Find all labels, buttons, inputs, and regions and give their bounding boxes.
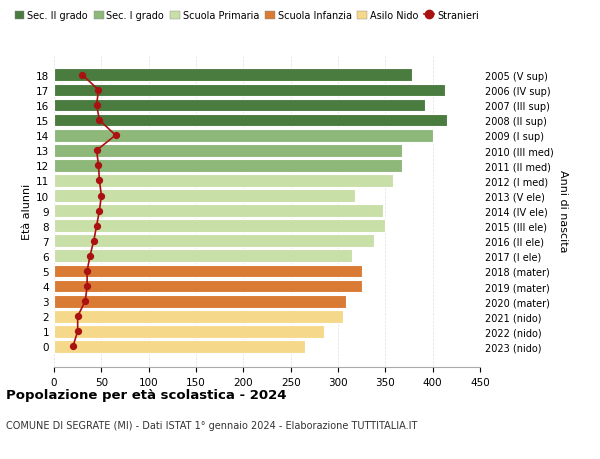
Point [85, 252, 95, 260]
Point [94, 162, 103, 170]
Bar [54, 84, 445, 97]
Point [73, 328, 82, 335]
Point [94, 87, 103, 95]
Point [92, 102, 101, 109]
Point [97, 192, 106, 200]
Point [80, 298, 90, 305]
Point [82, 283, 92, 290]
Bar [54, 174, 393, 187]
Bar [54, 220, 385, 233]
Bar [54, 129, 433, 142]
Bar [54, 265, 362, 278]
Text: Popolazione per età scolastica - 2024: Popolazione per età scolastica - 2024 [6, 388, 287, 401]
Legend: Sec. II grado, Sec. I grado, Scuola Primaria, Scuola Infanzia, Asilo Nido, Stran: Sec. II grado, Sec. I grado, Scuola Prim… [11, 7, 482, 25]
Bar [54, 69, 412, 82]
Bar [54, 340, 305, 353]
Point [95, 177, 104, 185]
Bar [54, 99, 425, 112]
Point [95, 117, 104, 124]
Point [92, 147, 101, 155]
Bar [54, 160, 403, 173]
Bar [54, 280, 362, 293]
Point [73, 313, 82, 320]
Bar [54, 190, 355, 202]
Text: COMUNE DI SEGRATE (MI) - Dati ISTAT 1° gennaio 2024 - Elaborazione TUTTITALIA.IT: COMUNE DI SEGRATE (MI) - Dati ISTAT 1° g… [6, 420, 418, 430]
Bar [54, 145, 403, 157]
Point [92, 223, 101, 230]
Bar [54, 205, 383, 218]
Bar [54, 310, 343, 323]
Bar [54, 250, 352, 263]
Y-axis label: Anni di nascita: Anni di nascita [557, 170, 568, 252]
Y-axis label: Età alunni: Età alunni [22, 183, 32, 239]
Bar [54, 114, 447, 127]
Point [89, 238, 98, 245]
Point [82, 268, 92, 275]
Point [77, 72, 87, 79]
Point [68, 343, 78, 350]
Bar [54, 325, 324, 338]
Bar [54, 295, 346, 308]
Bar [54, 235, 374, 248]
Point [111, 132, 121, 140]
Point [95, 207, 104, 215]
